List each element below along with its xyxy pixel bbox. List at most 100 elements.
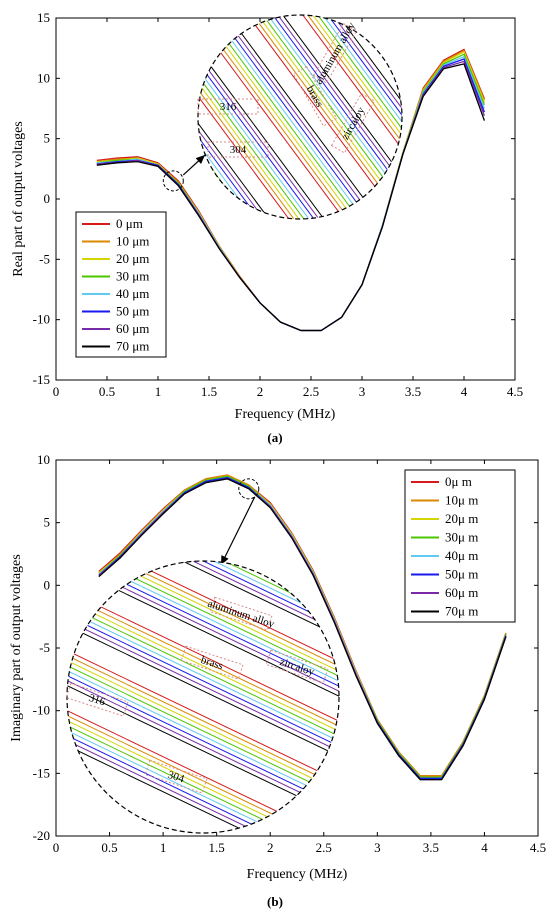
zoom-line	[67, 561, 339, 677]
zoom-line	[67, 640, 339, 792]
zoom-line	[252, 15, 402, 219]
ylabel-b: Imaginary part of output voltages	[9, 554, 24, 741]
legend-label: 70μ m	[445, 604, 478, 619]
zoom-line	[67, 605, 339, 757]
zoom-line	[198, 15, 335, 219]
x-tick-label: 1.5	[209, 840, 225, 855]
zoom-line	[198, 15, 315, 219]
zoom-line	[67, 585, 339, 737]
caption-b: (b)	[267, 894, 283, 909]
zoom-annotation-box	[209, 596, 273, 631]
xlabel-b: Frequency (MHz)	[247, 867, 348, 882]
zoom-annotation-box	[330, 92, 376, 154]
zoom-line	[67, 710, 339, 833]
zoom-line	[67, 615, 339, 767]
legend-label: 70 μm	[116, 339, 149, 354]
legend-label: 30 μm	[116, 269, 149, 284]
zoom-annotation: 304	[230, 144, 247, 156]
x-tick-label: 1.5	[201, 384, 217, 399]
zoom-line	[67, 645, 339, 797]
zoom-line	[317, 15, 402, 219]
zoom-annotation-box	[197, 98, 259, 115]
x-tick-label: 0	[53, 840, 60, 855]
zoom-line	[267, 15, 402, 219]
zoom-annotation: 316	[87, 692, 107, 709]
xlabel-a: Frequency (MHz)	[235, 407, 336, 422]
x-tick-label: 3.5	[423, 840, 439, 855]
x-tick-label: 3	[374, 840, 381, 855]
zoom-line	[67, 561, 339, 682]
zoom-line	[67, 561, 339, 642]
y-tick-label: -5	[39, 251, 50, 266]
zoom-annotation-box	[312, 22, 358, 84]
zoom-line	[322, 15, 402, 219]
x-tick-label: 0	[53, 384, 60, 399]
zoom-line	[307, 15, 402, 219]
legend-label: 20 μm	[116, 251, 149, 266]
legend-label: 50μ m	[445, 567, 478, 582]
y-tick-label: 10	[37, 452, 50, 467]
zoom-line	[198, 15, 340, 219]
legend-label: 10 μm	[116, 234, 149, 249]
legend-label: 30μ m	[445, 530, 478, 545]
x-tick-label: 2	[267, 840, 274, 855]
zoom-line	[67, 561, 339, 672]
x-tick-label: 4	[461, 384, 468, 399]
zoom-line	[198, 15, 280, 219]
x-tick-label: 4	[481, 840, 488, 855]
zoom-annotation: 316	[220, 101, 237, 113]
legend-label: 60μ m	[445, 585, 478, 600]
zoom-line	[67, 650, 339, 802]
zoom-line	[67, 735, 339, 833]
zoom-arrow	[220, 496, 256, 566]
x-tick-label: 2.5	[303, 384, 319, 399]
y-tick-label: 10	[37, 70, 50, 85]
zoom-marker	[238, 478, 260, 500]
zoom-line	[198, 15, 305, 219]
zoom-line	[292, 15, 402, 219]
zoom-arrowhead	[195, 155, 205, 165]
zoom-line	[67, 610, 339, 762]
zoom-annotation-box	[180, 645, 244, 680]
zoom-line	[67, 590, 339, 742]
zoom-line	[302, 15, 402, 219]
legend-label: 20μ m	[445, 511, 478, 526]
y-tick-label: -10	[33, 703, 50, 718]
zoom-line	[67, 600, 339, 752]
x-tick-label: 3	[359, 384, 366, 399]
zoom-line	[67, 730, 339, 833]
zoom-line	[198, 15, 285, 219]
x-tick-label: 3.5	[405, 384, 421, 399]
zoom-line	[198, 15, 320, 219]
x-tick-label: 1	[155, 384, 162, 399]
zoom-line	[67, 725, 339, 833]
zoom-line	[67, 655, 339, 807]
series-line	[96, 63, 486, 332]
series-lines-a	[96, 48, 486, 332]
x-tick-label: 2.5	[316, 840, 332, 855]
y-tick-label: 0	[44, 191, 51, 206]
zoom-lines	[67, 561, 339, 833]
x-tick-label: 0.5	[101, 840, 117, 855]
x-tick-label: 1	[160, 840, 167, 855]
x-tick-label: 0.5	[99, 384, 115, 399]
zoom-annotation: 304	[166, 769, 186, 786]
y-tick-label: -15	[33, 765, 50, 780]
y-tick-label: -5	[39, 640, 50, 655]
legend-a: 0 μm 10 μm 20 μm 30 μm 40 μm 50 μm 60 μm 70 μm	[75, 211, 167, 358]
zoom-line	[198, 15, 330, 219]
y-tick-label: 5	[44, 131, 51, 146]
legend-label: 40μ m	[445, 548, 478, 563]
caption-a: (a)	[267, 430, 282, 445]
zoom-marker	[162, 170, 184, 192]
zoom-line	[67, 561, 339, 647]
zoom-line	[67, 720, 339, 833]
x-tick-label: 4.5	[507, 384, 523, 399]
zoom-line	[67, 561, 339, 687]
y-tick-label: -15	[33, 372, 50, 387]
zoom-annotation-box	[207, 141, 269, 158]
